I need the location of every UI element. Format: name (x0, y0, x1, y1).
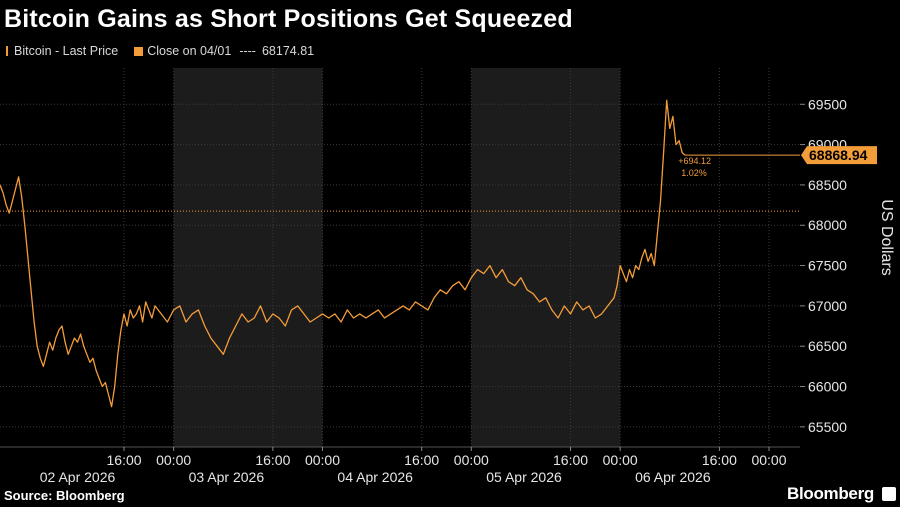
x-tick-label: 16:00 (107, 452, 142, 468)
date-label: 03 Apr 2026 (189, 469, 265, 485)
y-tick-label: 68500 (808, 177, 847, 193)
source-note: Source: Bloomberg (4, 488, 125, 503)
legend-series-label: Bitcoin - Last Price (14, 44, 119, 58)
y-tick-label: 67500 (808, 258, 847, 274)
y-axis-label: US Dollars (878, 199, 895, 275)
legend-reference-swatch (134, 46, 144, 56)
y-tick-label: 67000 (808, 298, 847, 314)
date-label: 06 Apr 2026 (635, 469, 711, 485)
chart-title: Bitcoin Gains as Short Positions Get Squ… (4, 5, 573, 33)
x-tick-label: 00:00 (751, 452, 786, 468)
x-tick-label: 00:00 (454, 452, 489, 468)
last-price-value: 68868.94 (809, 147, 868, 163)
legend-reference-dashes: ---- (239, 44, 256, 58)
x-tick-label: 00:00 (305, 452, 340, 468)
price-change: +694.12 (678, 156, 711, 166)
legend-reference-value: 68174.81 (261, 44, 315, 58)
brand-logo: Bloomberg (786, 484, 874, 503)
brand-icon (882, 487, 896, 501)
date-label: 02 Apr 2026 (40, 469, 116, 485)
legend: Bitcoin - Last Price Close on 04/01 ----… (6, 44, 314, 58)
weekend-shade-1 (471, 68, 621, 447)
x-tick-label: 00:00 (603, 452, 638, 468)
x-tick-label: 16:00 (702, 452, 737, 468)
weekend-shade-0 (173, 68, 323, 447)
x-tick-label: 16:00 (255, 452, 290, 468)
bitcoin-price-line (0, 99, 686, 408)
y-tick-label: 66500 (808, 338, 847, 354)
x-tick-label: 00:00 (156, 452, 191, 468)
y-tick-label: 65500 (808, 419, 847, 435)
legend-reference-label: Close on 04/01 (147, 44, 232, 58)
x-tick-label: 16:00 (553, 452, 588, 468)
y-tick-label: 66000 (808, 379, 847, 395)
y-tick-label: 68000 (808, 217, 847, 233)
legend-line-icon (6, 46, 12, 56)
last-price-label: 68868.94 (801, 146, 877, 165)
price-change-pct: 1.02% (681, 168, 707, 178)
y-tick-label: 69500 (808, 96, 847, 112)
x-tick-label: 16:00 (404, 452, 439, 468)
date-label: 04 Apr 2026 (337, 469, 413, 485)
date-label: 05 Apr 2026 (486, 469, 562, 485)
